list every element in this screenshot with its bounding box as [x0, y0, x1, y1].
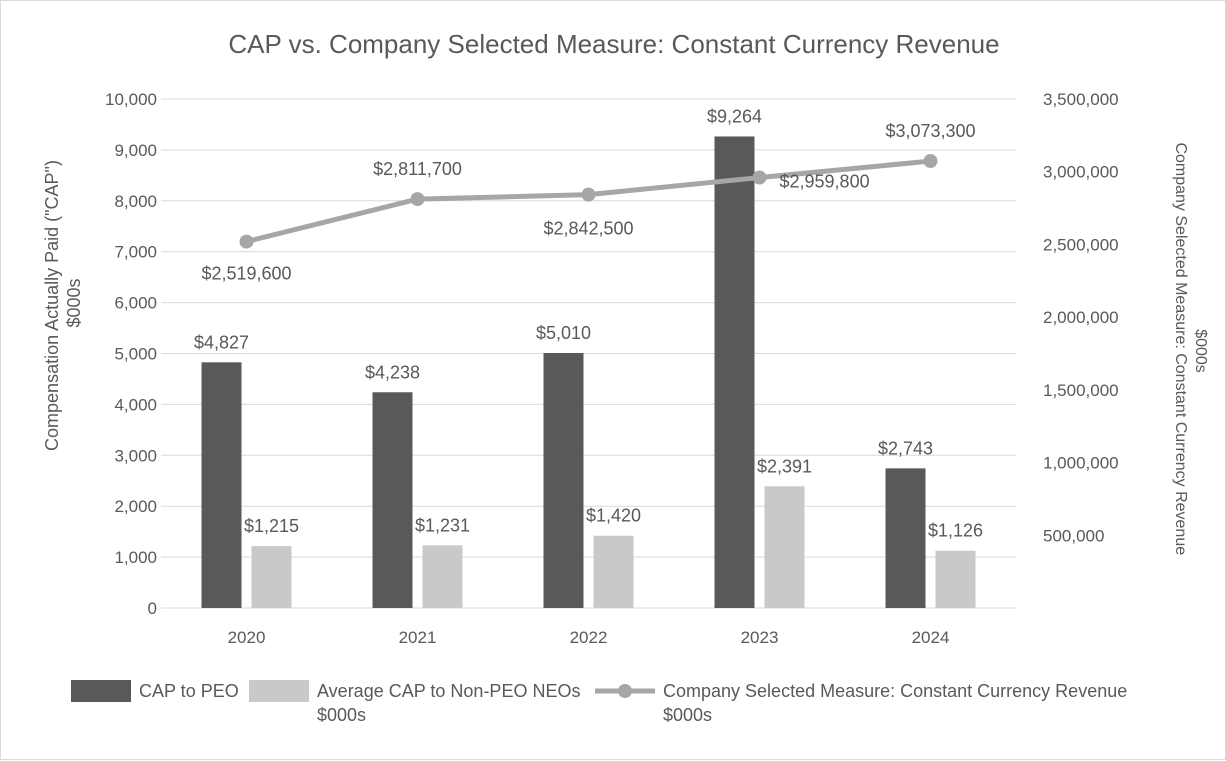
data-label-revenue: $2,842,500 — [543, 219, 633, 239]
right-axis-ticks: 500,000 1,000,000 1,500,000 2,000,000 2,500,… — [1043, 90, 1119, 545]
right-tick-label: 3,500,000 — [1043, 90, 1119, 109]
revenue-point — [410, 192, 425, 207]
bar-cap-peo — [201, 362, 242, 608]
x-tick-label: 2024 — [912, 628, 950, 647]
legend: CAP to PEO Average CAP to Non-PEO NEOs $… — [71, 680, 1132, 725]
left-tick-label: 7,000 — [114, 243, 157, 262]
right-axis-label-line1: Company Selected Measure: Constant Curre… — [1172, 142, 1189, 555]
right-tick-label: 3,000,000 — [1043, 163, 1119, 182]
left-tick-label: 4,000 — [114, 395, 157, 414]
legend-label-revenue: Company Selected Measure: Constant Curre… — [663, 681, 1132, 725]
data-label-cap-peo: $9,264 — [707, 106, 762, 126]
x-tick-label: 2021 — [399, 628, 437, 647]
legend-label-non-peo-line1: Average CAP to Non-PEO NEOs — [317, 681, 580, 701]
data-label-revenue: $2,519,600 — [201, 264, 291, 284]
x-tick-label: 2020 — [228, 628, 266, 647]
bar-cap-peo — [714, 136, 755, 608]
data-label-cap-peo: $4,827 — [194, 332, 249, 352]
left-tick-label: 3,000 — [114, 446, 157, 465]
left-tick-label: 6,000 — [114, 294, 157, 313]
data-label-non-peo: $1,231 — [415, 515, 470, 535]
data-label-non-peo: $1,420 — [586, 506, 641, 526]
x-tick-label: 2023 — [741, 628, 779, 647]
right-tick-label: 2,500,000 — [1043, 235, 1119, 254]
legend-swatch-non-peo — [249, 680, 309, 702]
data-label-cap-peo: $5,010 — [536, 323, 591, 343]
legend-label-revenue-line2: $000s — [663, 705, 712, 725]
bar-non-peo — [422, 545, 463, 608]
left-tick-label: 2,000 — [114, 497, 157, 516]
bar-non-peo — [935, 550, 976, 608]
right-tick-label: 1,000,000 — [1043, 454, 1119, 473]
x-tick-label: 2022 — [570, 628, 608, 647]
right-axis-label: Company Selected Measure: Constant Curre… — [1172, 142, 1209, 559]
legend-label-non-peo: Average CAP to Non-PEO NEOs $000s — [317, 681, 585, 725]
x-axis-ticks: 2020 2021 2022 2023 2024 — [228, 628, 950, 647]
right-tick-label: 500,000 — [1043, 526, 1104, 545]
left-tick-label: 8,000 — [114, 192, 157, 211]
left-tick-label: 9,000 — [114, 141, 157, 160]
legend-label-revenue-line1: Company Selected Measure: Constant Curre… — [663, 681, 1127, 701]
left-tick-label: 0 — [148, 599, 157, 618]
bar-cap-peo — [543, 352, 584, 608]
left-axis-ticks: 0 1,000 2,000 3,000 4,000 5,000 6,000 7,000 8,00… — [105, 90, 157, 618]
line-series: $2,519,600 $2,811,700 $2,842,500 $2,959,800… — [201, 121, 975, 284]
right-axis-label-line2: $000s — [1192, 329, 1209, 373]
legend-marker-revenue — [618, 684, 632, 698]
legend-swatch-cap-peo — [71, 680, 131, 702]
data-label-non-peo: $2,391 — [757, 456, 812, 476]
right-tick-label: 1,500,000 — [1043, 381, 1119, 400]
revenue-point — [752, 170, 767, 185]
data-label-cap-peo: $2,743 — [878, 438, 933, 458]
data-label-cap-peo: $4,238 — [365, 362, 420, 382]
revenue-point — [923, 154, 938, 169]
left-axis-label-line2: $000s — [64, 278, 84, 327]
left-tick-label: 1,000 — [114, 548, 157, 567]
left-axis-label-line1: Compensation Actually Paid ("CAP") — [42, 160, 62, 451]
bar-non-peo — [251, 546, 292, 608]
revenue-point — [239, 234, 254, 249]
data-label-non-peo: $1,215 — [244, 516, 299, 536]
legend-label-cap-peo: CAP to PEO — [139, 681, 239, 701]
chart-title: CAP vs. Company Selected Measure: Consta… — [228, 29, 999, 59]
data-label-non-peo: $1,126 — [928, 521, 983, 541]
data-label-revenue: $2,811,700 — [373, 159, 462, 179]
bar-cap-peo — [372, 392, 413, 608]
bar-non-peo — [593, 535, 634, 608]
revenue-point — [581, 187, 596, 202]
data-label-revenue: $2,959,800 — [780, 172, 870, 192]
left-tick-label: 5,000 — [114, 345, 157, 364]
left-tick-label: 10,000 — [105, 90, 157, 109]
left-axis-label: Compensation Actually Paid ("CAP") $000s — [42, 155, 84, 451]
legend-label-non-peo-line2: $000s — [317, 705, 366, 725]
right-tick-label: 2,000,000 — [1043, 308, 1119, 327]
bar-cap-peo — [885, 468, 926, 608]
bar-non-peo — [764, 486, 805, 608]
data-label-revenue: $3,073,300 — [885, 121, 975, 141]
bar-series: $4,827 $4,238 $5,010 $9,264 $2,743 $1,215 $1,2… — [194, 106, 983, 608]
